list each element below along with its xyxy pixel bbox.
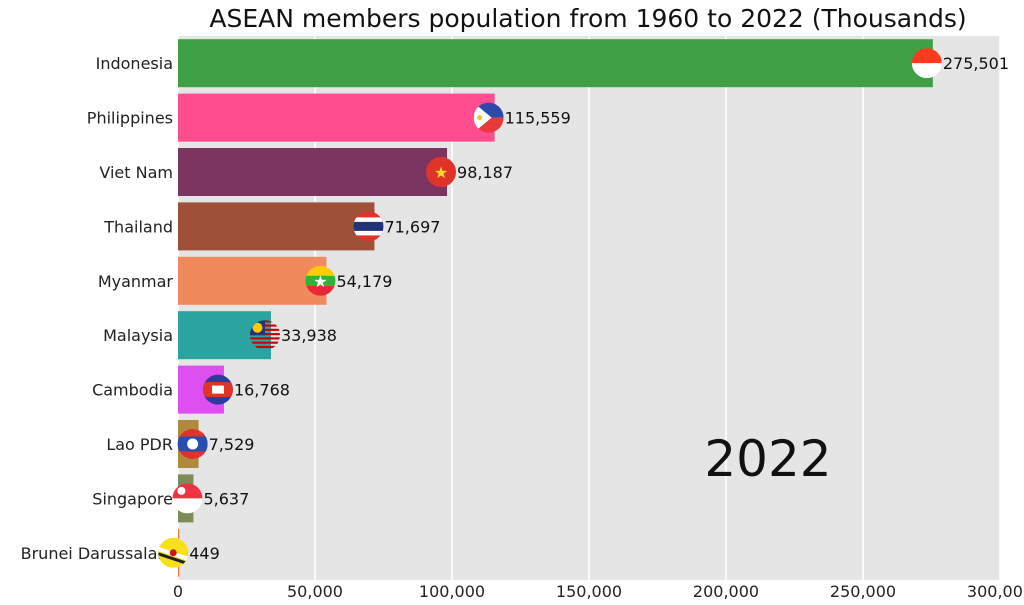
category-label: Viet Nam — [99, 163, 173, 182]
myanmar-flag-icon: ★ — [305, 265, 336, 296]
bar — [178, 93, 495, 142]
x-tick-label: 200,000 — [693, 582, 759, 601]
category-label: Myanmar — [98, 272, 174, 291]
year-label: 2022 — [704, 430, 831, 488]
category-label: Singapore — [92, 489, 173, 508]
category-label: Indonesia — [96, 54, 173, 73]
chart-title: ASEAN members population from 1960 to 20… — [209, 4, 967, 33]
value-label: 33,938 — [281, 326, 337, 345]
value-label: 71,697 — [384, 217, 440, 236]
laos-flag-icon — [177, 429, 208, 459]
vietnam-flag-icon: ★ — [426, 157, 457, 187]
value-label: 115,559 — [505, 109, 571, 128]
x-tick-label: 100,000 — [419, 582, 485, 601]
category-labels: Indonesia Philippines Viet Nam Thailand Myan… — [21, 54, 174, 563]
x-tick-label: 50,000 — [287, 582, 343, 601]
value-label: 275,501 — [943, 54, 1009, 73]
x-tick-label: 250,000 — [830, 582, 896, 601]
value-label: 54,179 — [336, 272, 392, 291]
x-tick-label: 150,000 — [556, 582, 622, 601]
bar — [178, 202, 375, 251]
category-label: Brunei Darussalam — [21, 544, 173, 563]
malaysia-flag-icon — [249, 320, 280, 349]
flag-icons: ★★ — [158, 48, 942, 568]
bar — [178, 39, 933, 88]
category-label: Lao PDR — [106, 435, 173, 454]
bars — [178, 39, 933, 577]
value-label: 16,768 — [234, 381, 290, 400]
bar — [178, 256, 327, 305]
value-labels: 275,501 115,559 98,187 71,697 54,179 33,938 16… — [189, 54, 1009, 563]
value-label: 5,637 — [203, 489, 249, 508]
cambodia-flag-icon — [202, 374, 233, 405]
singapore-flag-icon — [172, 483, 203, 514]
indonesia-flag-icon — [911, 48, 942, 79]
x-tick-label: 0 — [173, 582, 183, 601]
value-label: 98,187 — [457, 163, 513, 182]
thailand-flag-icon — [353, 211, 384, 242]
category-label: Malaysia — [103, 326, 173, 345]
value-label: 449 — [189, 544, 220, 563]
category-label: Cambodia — [92, 381, 173, 400]
philippines-flag-icon — [473, 102, 504, 133]
svg-text:★: ★ — [434, 163, 448, 182]
category-label: Thailand — [103, 217, 173, 236]
x-tick-label: 300,000 — [967, 582, 1024, 601]
svg-text:★: ★ — [313, 272, 327, 291]
category-label: Philippines — [87, 109, 173, 128]
brunei-flag-icon — [158, 537, 189, 568]
x-tick-labels: 0 50,000 100,000 150,000 200,000 250,000 300,0… — [173, 582, 1024, 601]
bar — [178, 148, 448, 196]
value-label: 7,529 — [209, 435, 255, 454]
